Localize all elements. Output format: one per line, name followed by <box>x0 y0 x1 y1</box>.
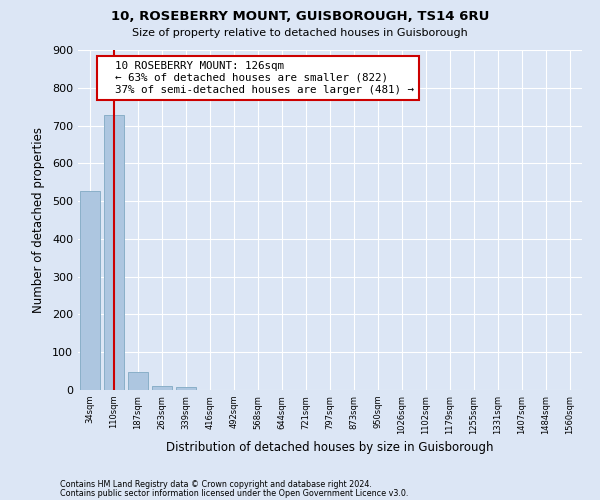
Text: 10 ROSEBERRY MOUNT: 126sqm
  ← 63% of detached houses are smaller (822)
  37% of: 10 ROSEBERRY MOUNT: 126sqm ← 63% of deta… <box>102 62 414 94</box>
Bar <box>152 386 172 390</box>
Text: Contains public sector information licensed under the Open Government Licence v3: Contains public sector information licen… <box>60 488 409 498</box>
Bar <box>128 372 148 390</box>
Text: Contains HM Land Registry data © Crown copyright and database right 2024.: Contains HM Land Registry data © Crown c… <box>60 480 372 489</box>
Bar <box>80 191 100 390</box>
Text: 10, ROSEBERRY MOUNT, GUISBOROUGH, TS14 6RU: 10, ROSEBERRY MOUNT, GUISBOROUGH, TS14 6… <box>111 10 489 23</box>
X-axis label: Distribution of detached houses by size in Guisborough: Distribution of detached houses by size … <box>166 441 494 454</box>
Bar <box>104 116 124 390</box>
Text: Size of property relative to detached houses in Guisborough: Size of property relative to detached ho… <box>132 28 468 38</box>
Y-axis label: Number of detached properties: Number of detached properties <box>32 127 45 313</box>
Bar <box>176 386 196 390</box>
